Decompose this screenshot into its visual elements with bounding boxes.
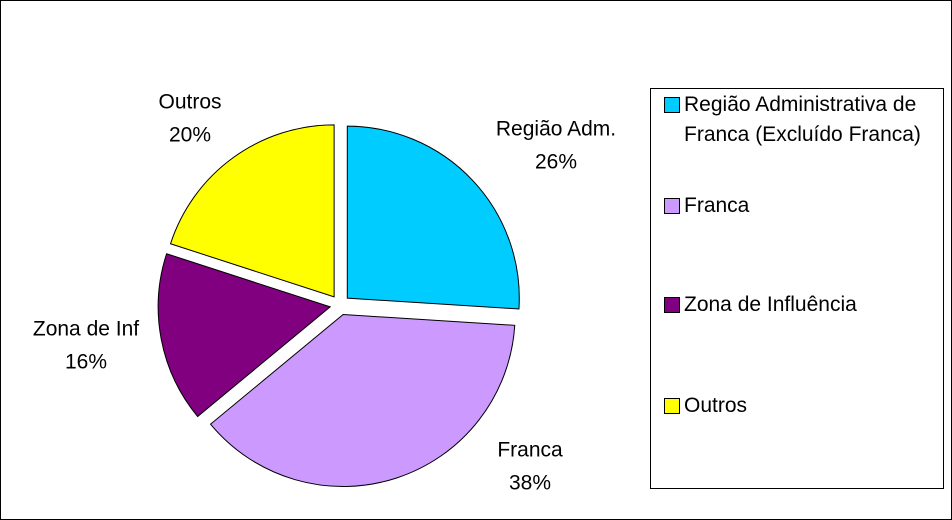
slice-label-name: Franca — [497, 439, 563, 462]
pie-slice — [169, 124, 335, 298]
slice-label-value: 20% — [169, 124, 211, 147]
legend-label: Região Administrativa de Franca (Excluíd… — [684, 93, 921, 146]
legend-label: Franca — [684, 194, 750, 217]
legend-swatch — [664, 398, 680, 414]
legend-item: Outros — [664, 391, 942, 421]
legend-item: Franca — [664, 191, 942, 221]
legend-item: Zona de Influência — [664, 290, 942, 320]
legend-label: Outros — [684, 394, 748, 417]
legend-swatch — [664, 297, 680, 313]
slice-label-name: Zona de Inf — [33, 318, 139, 341]
slice-label-value: 16% — [65, 351, 107, 374]
pie-slice — [209, 313, 516, 488]
pie-slice — [346, 125, 520, 310]
legend-box — [650, 88, 944, 489]
slice-label-name: Outros — [158, 91, 221, 114]
slice-label-value: 38% — [509, 472, 551, 495]
legend-item: Região Administrativa de Franca (Excluíd… — [664, 90, 942, 150]
pie-slice — [157, 253, 332, 418]
slice-label-value: 26% — [535, 151, 577, 174]
slice-label-name: Região Adm. — [496, 118, 616, 141]
legend-swatch — [664, 198, 680, 214]
legend-swatch — [664, 97, 680, 113]
legend-label: Zona de Influência — [684, 293, 857, 316]
